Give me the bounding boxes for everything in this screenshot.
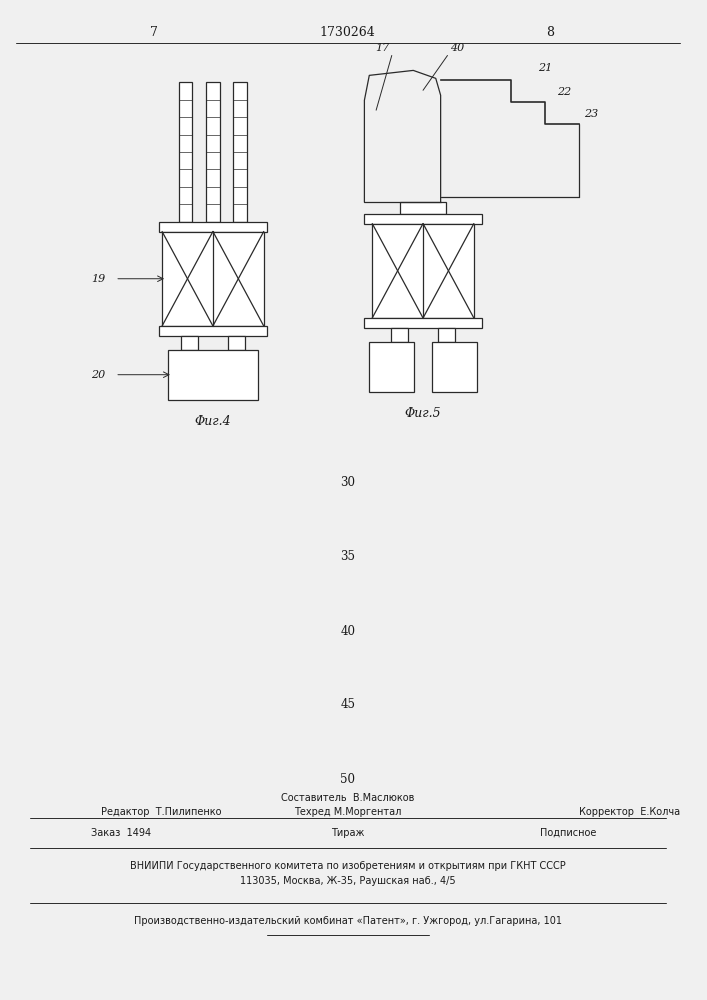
Text: 17: 17 (375, 43, 389, 53)
Bar (438, 328, 455, 342)
Bar (228, 336, 245, 350)
Text: ВНИИПИ Государственного комитета по изобретениям и открытиям при ГКНТ СССР: ВНИИПИ Государственного комитета по изоб… (130, 861, 566, 871)
Bar (369, 342, 414, 392)
Text: 40: 40 (340, 625, 356, 638)
Text: Заказ  1494: Заказ 1494 (90, 828, 151, 838)
Text: 30: 30 (340, 476, 356, 489)
Bar (206, 82, 220, 222)
Text: 40: 40 (450, 43, 464, 53)
Text: 8: 8 (546, 26, 554, 39)
Text: 20: 20 (91, 370, 105, 380)
Text: 21: 21 (538, 63, 553, 73)
Bar (233, 82, 247, 222)
Text: Техред М.Моргентал: Техред М.Моргентал (294, 807, 402, 817)
Text: 50: 50 (340, 773, 356, 786)
Bar (168, 350, 258, 400)
Text: Производственно-издательский комбинат «Патент», г. Ужгород, ул.Гагарина, 101: Производственно-издательский комбинат «П… (134, 916, 562, 926)
Text: 45: 45 (340, 698, 356, 711)
Text: 19: 19 (91, 274, 105, 284)
Text: Редактор  Т.Пилипенко: Редактор Т.Пилипенко (100, 807, 221, 817)
Bar (179, 82, 192, 222)
Bar (432, 342, 477, 392)
Text: Корректор  Е.Колча: Корректор Е.Колча (580, 807, 681, 817)
Bar (391, 328, 409, 342)
Text: 23: 23 (584, 109, 599, 119)
Text: Подписное: Подписное (540, 828, 597, 838)
Text: Φиг.5: Φиг.5 (404, 407, 441, 420)
Text: 35: 35 (340, 550, 356, 563)
Bar (159, 222, 267, 232)
Bar (372, 224, 474, 318)
Text: Тираж: Тираж (331, 828, 365, 838)
Bar (159, 326, 267, 336)
Text: 113035, Москва, Ж-35, Раушская наб., 4/5: 113035, Москва, Ж-35, Раушская наб., 4/5 (240, 876, 455, 886)
Bar (364, 318, 481, 328)
Bar (181, 336, 198, 350)
Bar (162, 232, 264, 326)
Bar (399, 202, 447, 214)
Text: 1730264: 1730264 (320, 26, 375, 39)
Text: 22: 22 (557, 87, 571, 97)
Text: Φиг.4: Φиг.4 (194, 415, 231, 428)
Bar (364, 214, 481, 224)
Text: 7: 7 (151, 26, 158, 39)
Text: Составитель  В.Маслюков: Составитель В.Маслюков (281, 793, 414, 803)
